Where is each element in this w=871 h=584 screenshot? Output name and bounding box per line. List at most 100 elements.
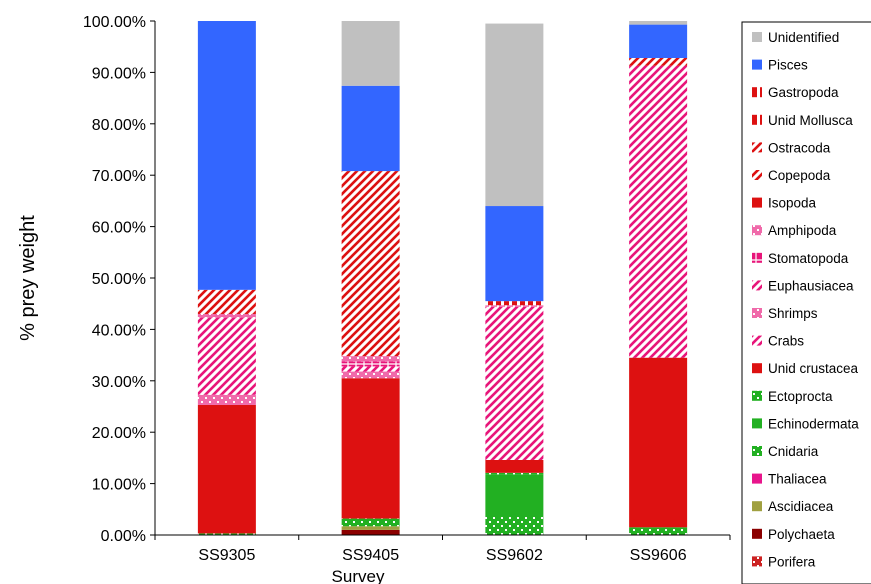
bar-segment-pisces [197, 21, 256, 290]
bar-segment-euphausiacea [197, 317, 256, 395]
legend-label: Porifera [768, 554, 816, 569]
y-tick-label: 90.00% [92, 65, 146, 82]
bar-segment-euphausiacea [629, 65, 688, 358]
x-tick-label: SS9602 [486, 547, 543, 564]
legend-label: Gastropoda [768, 85, 839, 100]
legend-label: Copepoda [768, 168, 831, 183]
legend-swatch [752, 528, 762, 539]
legend-swatch [752, 59, 762, 70]
legend-item-echinodermata: Echinodermata [752, 416, 859, 431]
legend-item-ascidiacea: Ascidiacea [752, 499, 834, 514]
legend-label: Unid Mollusca [768, 113, 853, 128]
legend-item-unid-crustacea: Unid crustacea [752, 361, 859, 376]
bar-segment-pisces [629, 24, 688, 59]
legend-label: Unid crustacea [768, 361, 859, 376]
bar-segment-unid-mollusca [485, 301, 544, 306]
legend-swatch [752, 501, 762, 512]
bar-segment-copepoda [629, 58, 688, 66]
y-axis-title: % prey weight [17, 215, 39, 341]
bar-segment-unid-crustacea [197, 404, 256, 534]
legend-item-crabs: Crabs [752, 334, 804, 349]
x-axis: SS9305 SS9405 SS9602 SS9606 [154, 534, 731, 564]
x-axis-title: Survey [332, 567, 385, 584]
x-tick-label: SS9606 [630, 547, 687, 564]
legend-swatch [752, 363, 762, 374]
y-tick-label: 10.00% [92, 477, 146, 494]
bar-segment-shrimps [197, 394, 256, 405]
y-tick-label: 20.00% [92, 425, 146, 442]
bar-segment-cnidaria [485, 517, 544, 535]
legend-swatch [752, 32, 762, 42]
legend-label: Echinodermata [768, 416, 859, 431]
legend-swatch [752, 114, 762, 125]
legend-label: Amphipoda [768, 223, 837, 238]
legend-swatch [752, 473, 762, 484]
legend-item-ostracoda: Ostracoda [752, 140, 831, 155]
x-tick-label: SS9405 [342, 547, 399, 564]
bar-segment-unid-crustacea [629, 357, 688, 528]
legend-label: Thaliacea [768, 472, 827, 487]
legend-item-copepoda: Copepoda [752, 168, 831, 183]
y-axis: 0.00% 10.00% 20.00% 30.00% 40.00% 50.00% 60.00… [83, 14, 156, 545]
legend-item-cnidaria: Cnidaria [752, 444, 819, 459]
bar-segment-unid-crustacea [341, 378, 400, 519]
x-tick-label: SS9305 [198, 547, 255, 564]
legend-swatch [752, 252, 762, 263]
bars [197, 21, 688, 535]
bar-segment-stomatopoda [341, 361, 400, 367]
bar-segment-unidentified [341, 21, 400, 86]
bar-segment-unidentified [629, 21, 688, 25]
legend-item-unid-mollusca: Unid Mollusca [752, 113, 853, 128]
legend: Unidentified Pisces Gastropoda Unid Mollusc… [741, 21, 871, 584]
bar-segment-amphipoda [341, 356, 400, 362]
y-tick-label: 70.00% [92, 168, 146, 185]
legend-label: Shrimps [768, 306, 818, 321]
legend-item-porifera: Porifera [752, 554, 816, 569]
legend-swatch [752, 556, 762, 567]
bar-segment-pisces [341, 85, 400, 172]
legend-label: Crabs [768, 334, 804, 349]
legend-item-shrimps: Shrimps [752, 306, 818, 321]
legend-item-euphausiacea: Euphausiacea [752, 278, 854, 293]
legend-label: Pisces [768, 58, 808, 73]
y-tick-label: 100.00% [83, 14, 146, 31]
legend-box [741, 21, 871, 584]
legend-item-ectoprocta: Ectoprocta [752, 389, 833, 404]
bar-segment-shrimps [341, 371, 400, 379]
legend-swatch [752, 87, 762, 98]
legend-label: Isopoda [768, 196, 817, 211]
legend-item-gastropoda: Gastropoda [752, 85, 839, 100]
legend-label: Ostracoda [768, 140, 831, 155]
legend-swatch [752, 142, 762, 153]
bar-segment-pisces [485, 206, 544, 302]
y-tick-label: 60.00% [92, 220, 146, 237]
legend-label: Stomatopoda [768, 251, 849, 266]
y-tick-label: 0.00% [101, 528, 146, 545]
bar-segment-unidentified [485, 23, 544, 207]
legend-item-isopoda: Isopoda [752, 196, 817, 211]
bar-segment-cnidaria [341, 518, 400, 527]
legend-swatch [752, 446, 762, 456]
legend-label: Cnidaria [768, 444, 819, 459]
legend-label: Unidentified [768, 30, 839, 45]
legend-label: Ascidiacea [768, 499, 834, 514]
legend-label: Ectoprocta [768, 389, 833, 404]
bar-segment-cnidaria [197, 533, 256, 535]
legend-label: Polychaeta [768, 527, 835, 542]
legend-swatch [752, 197, 762, 208]
bar-segment-amphipoda [197, 313, 256, 318]
bar-segment-ascidiacea [341, 526, 400, 530]
legend-swatch [752, 280, 762, 291]
legend-swatch [752, 335, 762, 346]
legend-swatch [752, 308, 762, 318]
bar-segment-unid-crustacea [485, 459, 544, 473]
legend-item-unidentified: Unidentified [752, 30, 839, 45]
bar-segment-euphausiacea [485, 306, 544, 460]
bar-segment-ectoprocta [485, 472, 544, 475]
y-tick-label: 40.00% [92, 322, 146, 339]
legend-label: Euphausiacea [768, 278, 854, 293]
bar-segment-polychaeta [341, 529, 400, 535]
bar-segment-copepoda [197, 289, 256, 314]
bar-segment-echinodermata [485, 474, 544, 518]
